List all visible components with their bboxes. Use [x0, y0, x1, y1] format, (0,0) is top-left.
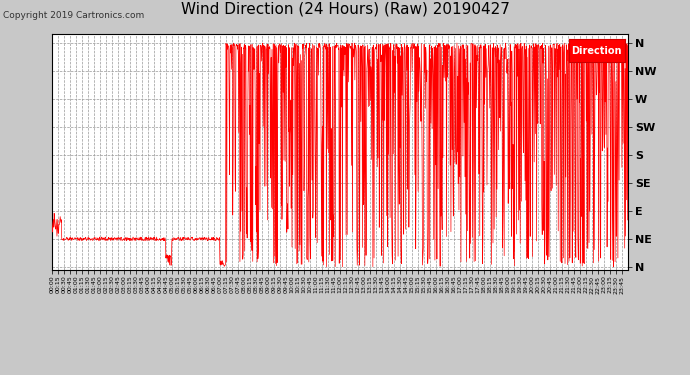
Text: Copyright 2019 Cartronics.com: Copyright 2019 Cartronics.com: [3, 11, 145, 20]
Text: Wind Direction (24 Hours) (Raw) 20190427: Wind Direction (24 Hours) (Raw) 20190427: [181, 2, 509, 17]
Text: Direction: Direction: [571, 46, 622, 56]
